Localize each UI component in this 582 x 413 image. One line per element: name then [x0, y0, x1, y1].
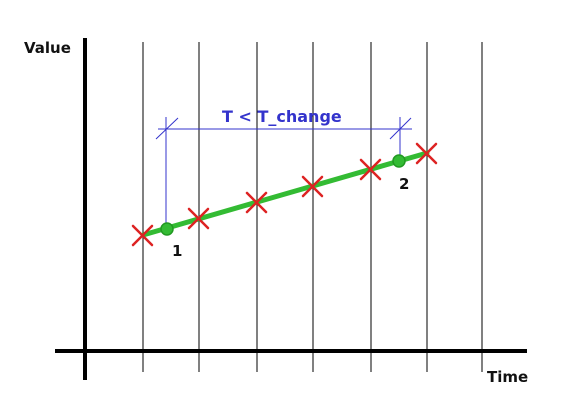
y-axis-label: Value — [24, 39, 71, 57]
x-axis-label: Time — [487, 368, 528, 386]
circle-point-icon — [393, 155, 405, 167]
point-label-2: 2 — [399, 175, 409, 193]
point-label-1: 1 — [172, 242, 182, 260]
interval-label: T < T_change — [222, 107, 342, 126]
circle-point-icon — [161, 223, 173, 235]
time-gridlines — [143, 42, 482, 372]
trend-line — [143, 153, 427, 235]
